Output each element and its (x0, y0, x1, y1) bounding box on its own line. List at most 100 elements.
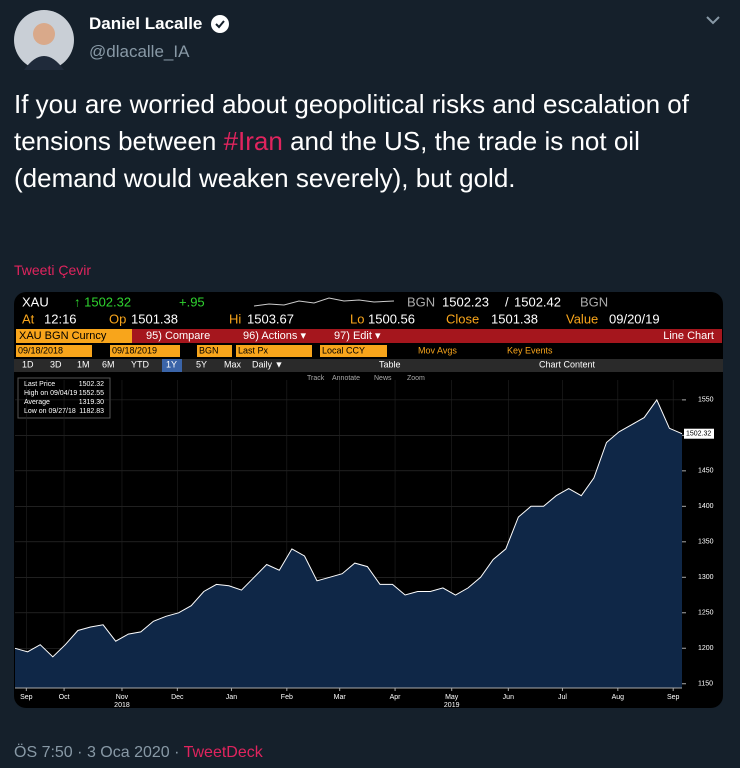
quote-label: Close (446, 311, 479, 326)
x-tick-label: Feb (281, 694, 293, 701)
time: ÖS 7:50 (14, 744, 73, 761)
field: Last Px (238, 345, 269, 355)
last-value-box (684, 428, 714, 439)
quote-value: 1503.67 (247, 311, 294, 326)
x-tick-label: Apr (390, 694, 402, 701)
legend-value: 1319.30 (79, 399, 104, 406)
mov-avgs[interactable]: Mov Avgs (418, 345, 457, 355)
legend-label: Last Price (24, 381, 55, 388)
last-value-label: 1502.32 (686, 431, 711, 438)
y-tick-label: 1550 (698, 397, 714, 404)
x-tick-label: Mar (334, 694, 347, 701)
text: If you are worried about geopolitical ri… (14, 89, 689, 156)
ask-source: BGN (580, 294, 608, 309)
start-date: 09/18/2018 (18, 345, 63, 355)
quote-label: Op (109, 311, 126, 326)
legend-value: 1502.32 (79, 381, 104, 388)
y-tick-label: 1300 (698, 574, 714, 581)
x-tick-label: Jun (503, 694, 514, 701)
footer: ÖS 7:50 · 3 Oca 2020 · TweetDeck (14, 744, 263, 762)
bid: 1502.23 (442, 294, 489, 309)
field-box[interactable] (16, 345, 92, 357)
y-tick-label: 1450 (698, 468, 714, 475)
selected-range (162, 359, 182, 372)
security[interactable]: XAU BGN Curncy (19, 330, 107, 342)
legend-value: 1552.55 (79, 390, 104, 397)
separator: · (77, 744, 83, 761)
end-date: 09/18/2019 (112, 345, 157, 355)
security-field[interactable] (16, 329, 132, 343)
year-label: 2019 (444, 702, 460, 708)
date: 3 Oca 2020 (86, 744, 170, 761)
author-name[interactable]: Daniel Lacalle (89, 14, 203, 33)
currency: Local CCY (322, 345, 365, 355)
source[interactable]: TweetDeck (183, 744, 263, 761)
range-button: 1D (22, 359, 34, 369)
tool: Zoom (407, 375, 425, 382)
x-tick-label: Dec (171, 694, 184, 701)
frequency[interactable]: Daily ▼ (252, 359, 283, 369)
hashtag[interactable]: #Iran (223, 126, 283, 156)
legend-label: Average (24, 399, 50, 406)
ticker: XAU (22, 294, 49, 309)
quote-label: At (22, 311, 35, 326)
tool: Track (307, 375, 325, 382)
quote-value: 1500.56 (368, 311, 415, 326)
view: Line Chart (663, 330, 714, 342)
text: and the US, the trade is not oil (demand… (14, 126, 640, 193)
last: ↑ 1502.32 (74, 294, 131, 309)
field-box[interactable] (320, 345, 387, 357)
line (14, 398, 683, 658)
range-button: YTD (131, 359, 150, 369)
key-events[interactable]: Key Events (507, 345, 553, 355)
quote-label: Lo (350, 311, 364, 326)
menu[interactable]: 96) Actions ▾ (243, 330, 306, 342)
area (15, 399, 682, 688)
table-tab[interactable]: Table (379, 359, 401, 369)
quote-label: Value (566, 311, 598, 326)
separator: · (174, 744, 180, 761)
x-tick-label: Nov (116, 694, 129, 701)
range-button: 1Y (166, 359, 177, 369)
x-tick-label: Oct (59, 694, 70, 701)
quote-value: 09/20/19 (609, 311, 660, 326)
slash: / (505, 294, 509, 309)
avatar[interactable] (14, 10, 74, 70)
legend-label: High on 09/04/19 (24, 390, 77, 397)
legend-value: 1182.83 (79, 408, 104, 415)
y-tick-label: 1200 (698, 645, 714, 652)
ask: 1502.42 (514, 294, 561, 309)
quote-value: 12:16 (44, 311, 77, 326)
translate-link[interactable]: Tweeti Çevir (14, 262, 92, 278)
tool: News (374, 375, 392, 382)
menu-caret[interactable] (705, 14, 721, 26)
x-tick-label: Jan (226, 694, 237, 701)
sparkline (253, 297, 395, 307)
change: +.95 (179, 294, 205, 309)
menu[interactable]: 97) Edit ▾ (334, 330, 381, 342)
chart-content[interactable]: Chart Content (539, 359, 596, 369)
tool: Annotate (332, 375, 360, 382)
quote-label: Hi (229, 311, 241, 326)
range-button: 6M (102, 359, 115, 369)
year-label: 2018 (114, 702, 130, 708)
range-button: 1M (77, 359, 90, 369)
menu-bar (132, 329, 722, 343)
range-button: 5Y (196, 359, 207, 369)
y-tick-label: 1150 (698, 681, 713, 688)
chart-image[interactable]: XAU ↑ 1502.32 +.95 BGN 1502.23 / 1502.42… (14, 292, 723, 708)
y-tick-label: 1350 (698, 539, 714, 546)
x-tick-label: Sep (20, 694, 33, 701)
field-box[interactable] (197, 345, 232, 357)
toolbar (14, 359, 723, 372)
field-box[interactable] (236, 345, 312, 357)
bid-source: BGN (407, 294, 435, 309)
x-tick-label: Jul (558, 694, 567, 701)
pricing-source: BGN (199, 345, 219, 355)
field-box[interactable] (110, 345, 180, 357)
handle[interactable]: @dlacalle_IA (89, 42, 190, 61)
range-button: Max (224, 359, 242, 369)
x-tick-label: Sep (667, 694, 680, 701)
menu[interactable]: 95) Compare (146, 330, 210, 342)
